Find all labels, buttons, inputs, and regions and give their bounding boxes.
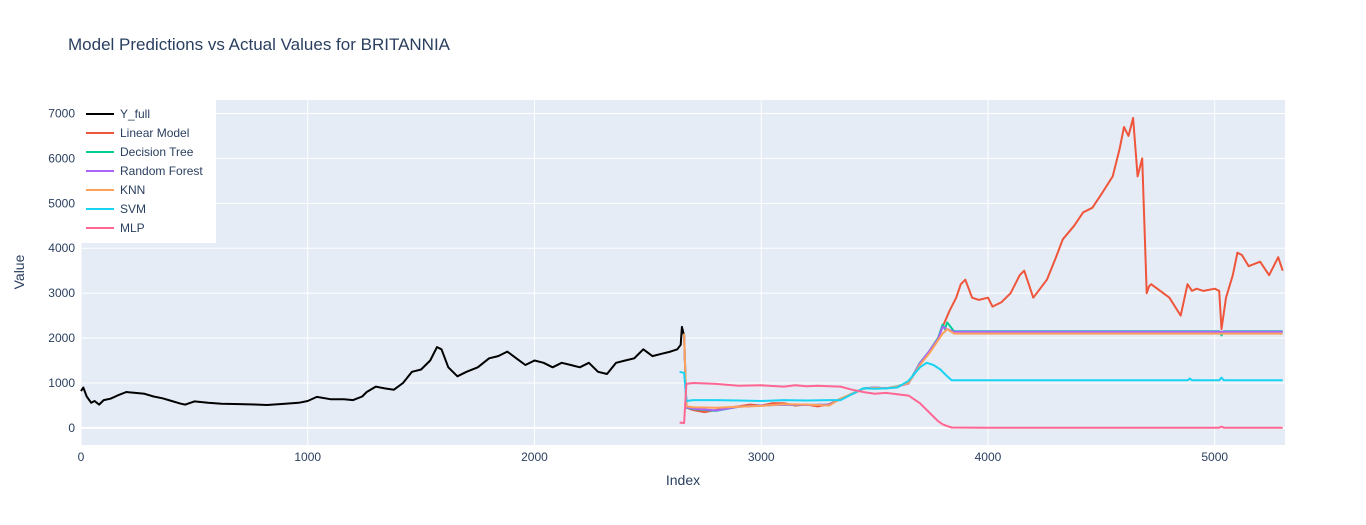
legend-label: SVM xyxy=(120,202,146,216)
legend-item-random-forest[interactable]: Random Forest xyxy=(86,164,203,178)
y-tick-label: 0 xyxy=(68,421,75,435)
legend-label: KNN xyxy=(120,183,145,197)
legend-item-y-full[interactable]: Y_full xyxy=(86,107,150,121)
legend-label: MLP xyxy=(120,221,145,235)
y-tick-label: 6000 xyxy=(48,151,75,165)
legend-item-mlp[interactable]: MLP xyxy=(86,221,145,235)
y-tick-label: 5000 xyxy=(48,196,75,210)
legend-item-knn[interactable]: KNN xyxy=(86,183,145,197)
y-tick-label: 4000 xyxy=(48,241,75,255)
x-tick-label: 4000 xyxy=(975,450,1002,464)
y-tick-label: 7000 xyxy=(48,106,75,120)
legend-label: Random Forest xyxy=(120,164,203,178)
legend-label: Linear Model xyxy=(120,126,189,140)
legend[interactable]: Y_full Linear Model Decision Tree Random Fo… xyxy=(81,100,216,243)
x-tick-label: 3000 xyxy=(748,450,775,464)
series-layer xyxy=(80,117,1284,429)
x-tick-label: 1000 xyxy=(294,450,321,464)
x-tick-label: 5000 xyxy=(1201,450,1228,464)
grid xyxy=(80,100,1285,445)
x-axis-title: Index xyxy=(666,472,700,488)
legend-label: Decision Tree xyxy=(120,145,194,159)
y-tick-label: 1000 xyxy=(48,376,75,390)
x-tick-label: 0 xyxy=(78,450,85,464)
x-tick-label: 2000 xyxy=(521,450,548,464)
tick-labels: 0 1000 2000 3000 4000 5000 6000 7000 0 1000 2000 30… xyxy=(48,106,1228,464)
y-axis-title: Value xyxy=(11,254,27,289)
y-tick-label: 2000 xyxy=(48,331,75,345)
legend-label: Y_full xyxy=(120,107,150,121)
series-line-svm xyxy=(679,361,1283,402)
series-line-y-full xyxy=(80,325,686,406)
chart-title: Model Predictions vs Actual Values for B… xyxy=(68,35,451,54)
legend-item-svm[interactable]: SVM xyxy=(86,202,146,216)
y-tick-label: 3000 xyxy=(48,286,75,300)
legend-item-linear-model[interactable]: Linear Model xyxy=(86,126,189,140)
legend-item-decision-tree[interactable]: Decision Tree xyxy=(86,145,194,159)
plot-area xyxy=(81,100,1285,445)
series-line-mlp xyxy=(679,382,1283,429)
